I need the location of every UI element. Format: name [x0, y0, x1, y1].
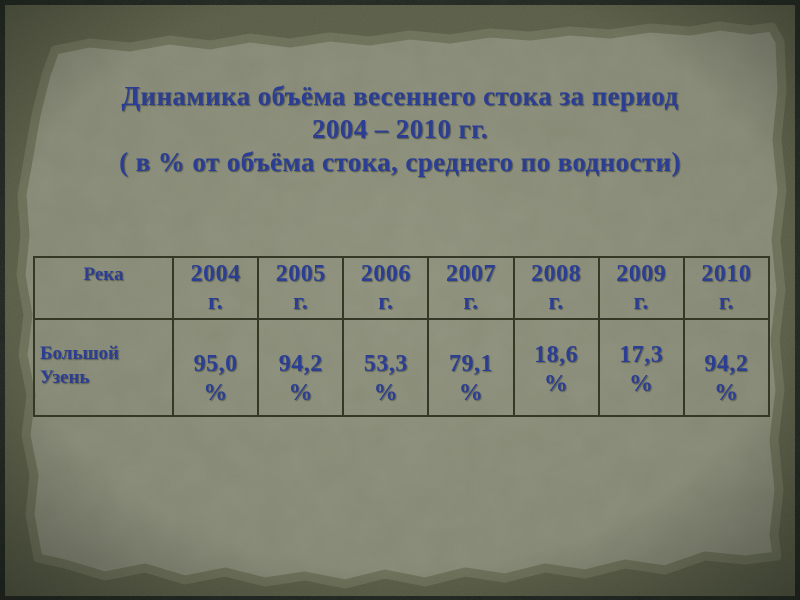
column-header-2007: 2007 г.	[427, 256, 515, 320]
title-line-3: ( в % от объёма стока, среднего по водно…	[119, 147, 681, 177]
value-2006: 53,3 %	[342, 318, 430, 417]
column-header-2008: 2008 г.	[512, 256, 600, 320]
column-header-2010: 2010 г.	[682, 256, 771, 320]
column-header-river: Река	[33, 256, 174, 320]
title-line-1: Динамика объёма весеннего стока за перио…	[121, 81, 679, 111]
column-header-2004: 2004 г.	[171, 256, 260, 320]
value-2009: 17,3 %	[597, 318, 685, 417]
column-header-2006: 2006 г.	[342, 256, 430, 320]
value-2008: 18,6 %	[512, 318, 600, 417]
table-header-row: Река 2004 г. 2005 г. 2006 г. 2007 г. 200…	[33, 256, 771, 320]
value-2010: 94,2 %	[682, 318, 771, 417]
value-2005: 94,2 %	[257, 318, 345, 417]
value-2007: 79,1 %	[427, 318, 515, 417]
column-header-2009: 2009 г.	[597, 256, 685, 320]
runoff-table: Река 2004 г. 2005 г. 2006 г. 2007 г. 200…	[33, 256, 771, 417]
row-label-river: Большой Узень	[33, 318, 174, 417]
column-header-2005: 2005 г.	[257, 256, 345, 320]
value-2004: 95,0 %	[171, 318, 260, 417]
title-line-2: 2004 – 2010 гг.	[312, 114, 488, 144]
slide-title: Динамика объёма весеннего стока за перио…	[50, 80, 750, 179]
table-row-bolshoy-uzen: Большой Узень 95,0 % 94,2 % 53,3 % 79,1 …	[33, 318, 771, 417]
